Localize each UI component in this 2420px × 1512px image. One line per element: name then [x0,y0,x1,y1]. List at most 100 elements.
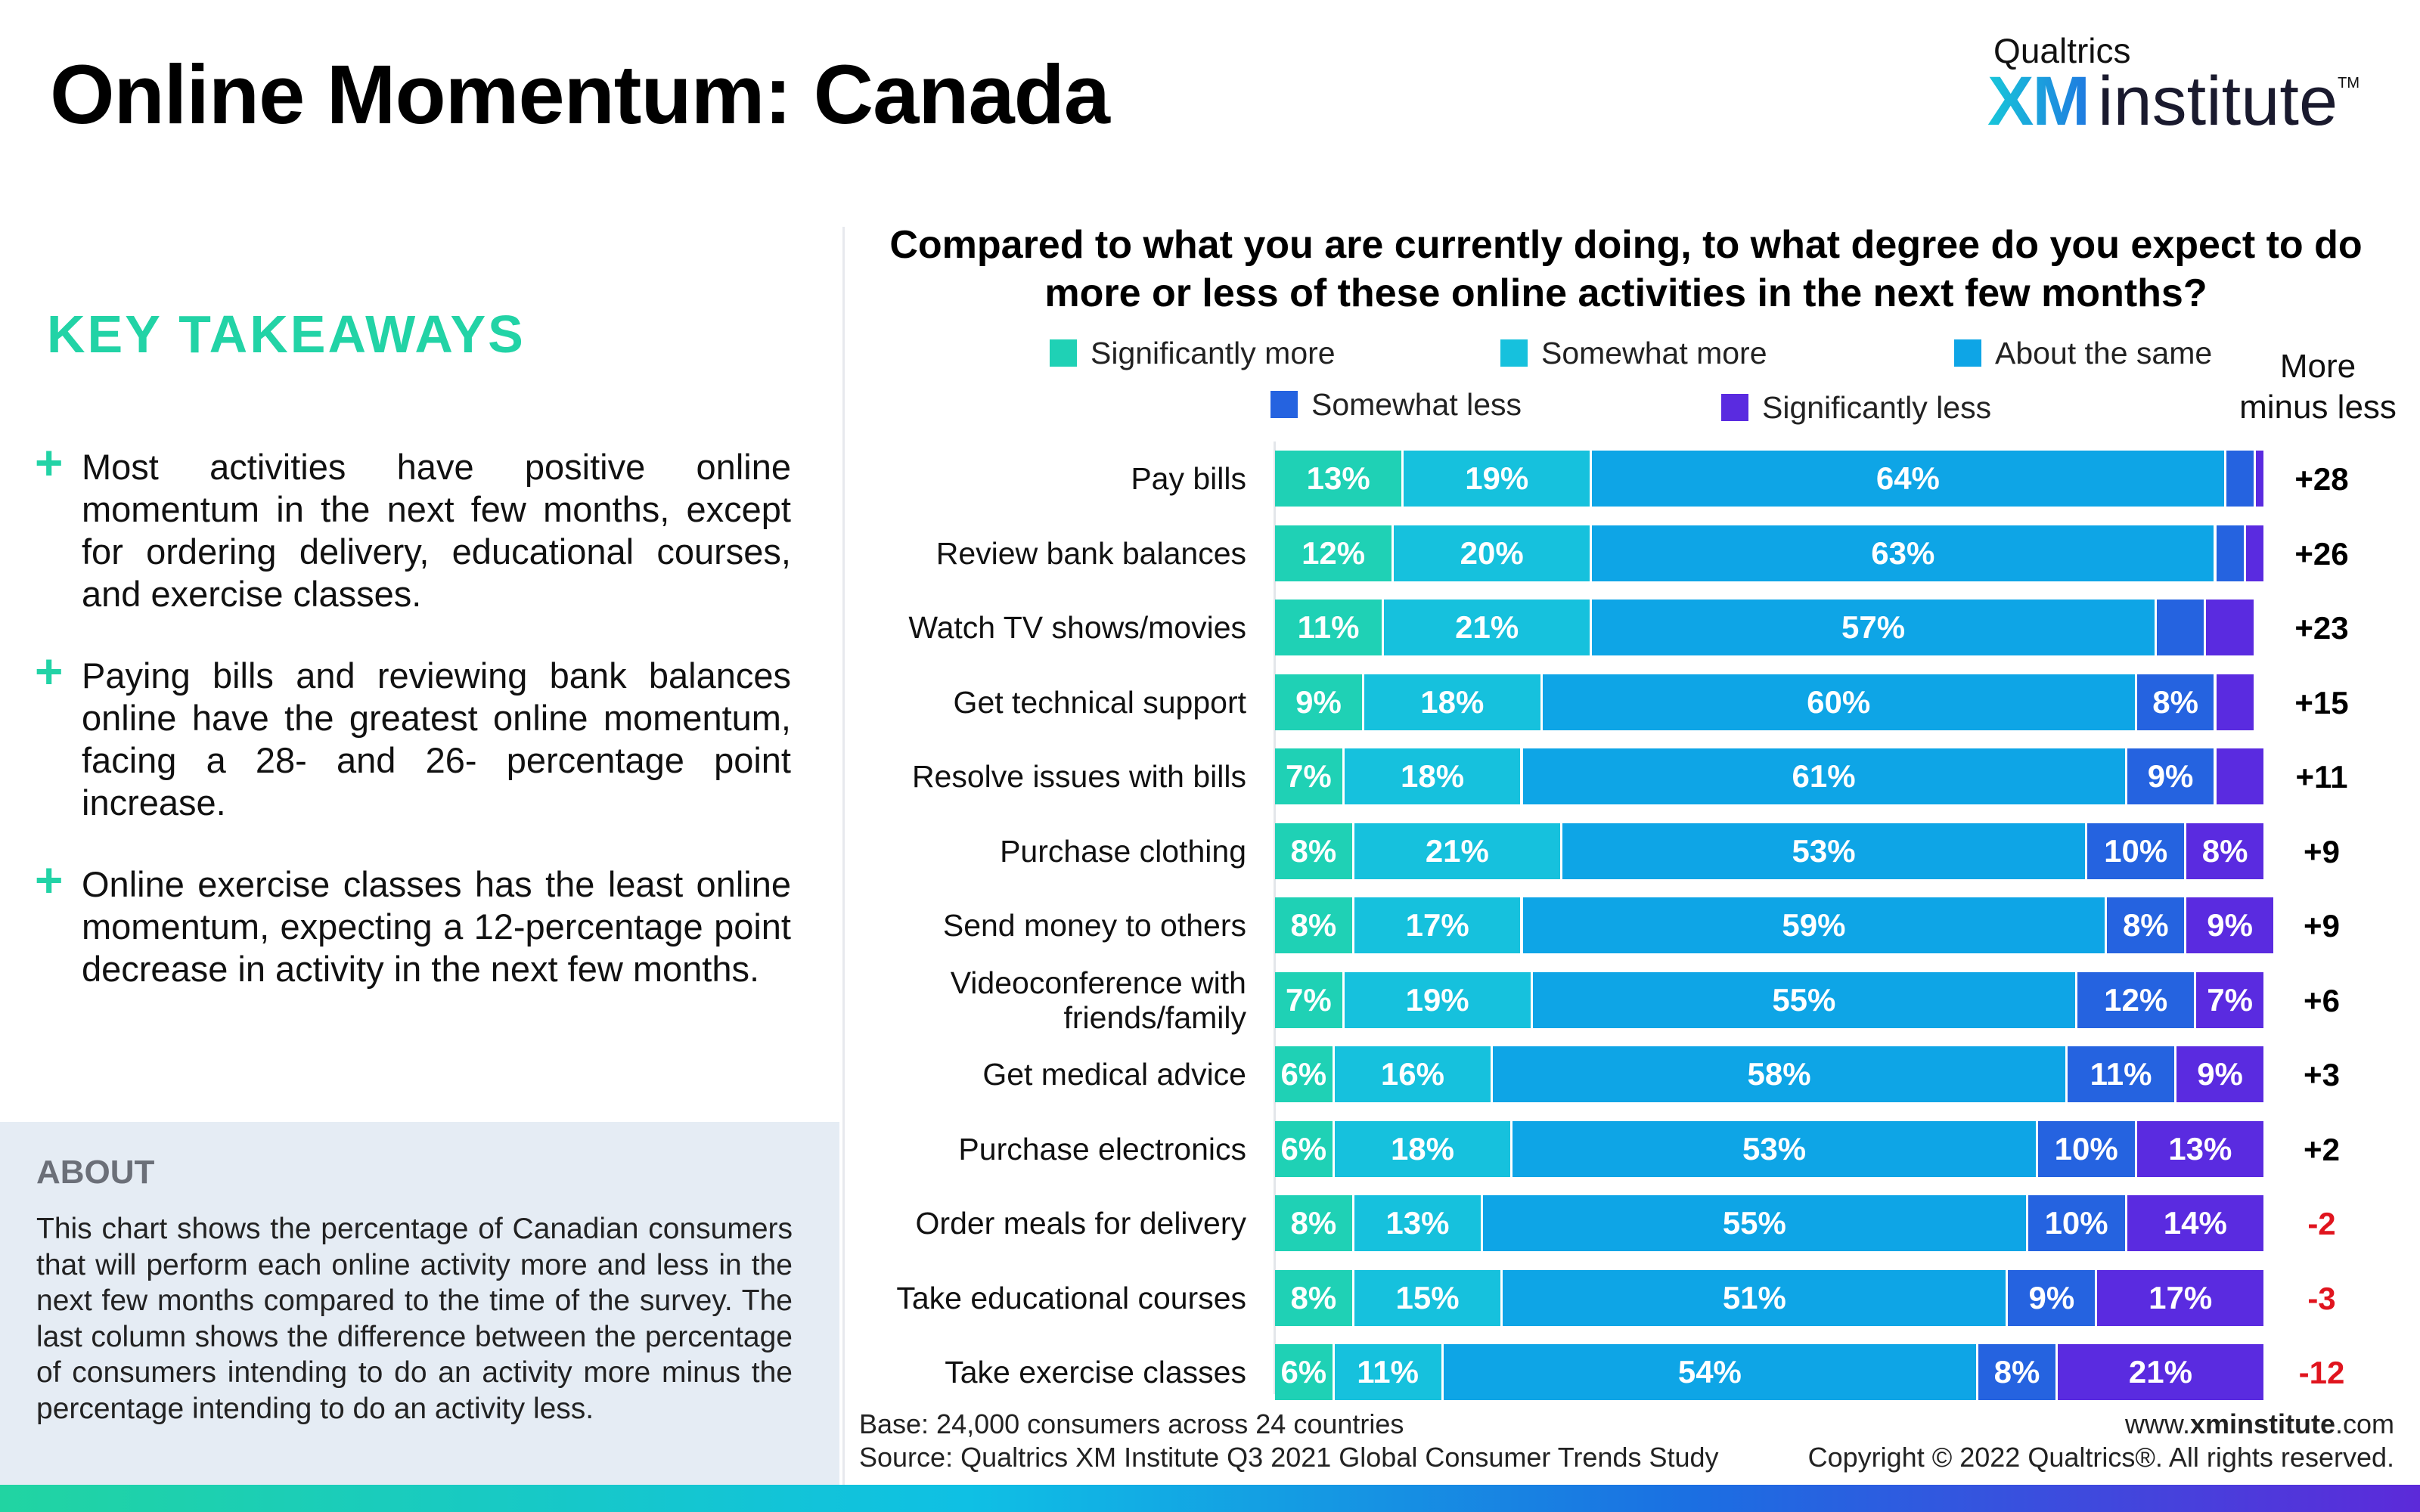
bar-segment: 9% [2176,1046,2263,1102]
bar-value-label: 17% [1405,907,1469,943]
bar-segment: 13% [1354,1195,1481,1251]
bar-value-label: 64% [1876,460,1940,496]
bar-segment: 53% [1512,1120,2036,1177]
bar-segment: 10% [2037,1120,2135,1177]
about-text: This chart shows the percentage of Canad… [36,1213,793,1425]
bar-segment: 19% [1404,451,1590,507]
legend-item-somewhat-less: Somewhat less [1270,387,1522,423]
legend-swatch [1500,339,1528,367]
bar-segment: 63% [1592,525,2214,581]
bar-segment [2245,525,2263,581]
row-label: Purchase electronics [958,1131,1246,1167]
bar-segment: 18% [1344,748,1521,804]
bar-value-label: 21% [1425,832,1489,869]
bar-segment: 18% [1364,674,1540,730]
row-label: Resolve issues with bills [911,759,1246,794]
bar-value-label: 17% [2149,1279,2213,1315]
brand-xm: XM [1987,63,2090,140]
bar-value-label: 20% [1460,534,1524,571]
brand-trademark: TM [2338,75,2360,91]
more-minus-less-value: +3 [2304,1057,2340,1092]
bar-segment [2216,674,2254,730]
bar-segment: 8% [1275,1269,1352,1326]
plus-icon: + [35,435,64,490]
bar-value-label: 11% [2090,1056,2152,1092]
bar-segment: 54% [1443,1344,1977,1400]
more-minus-less-value: +2 [2304,1131,2340,1167]
legend-item-about-the-same: About the same [1954,336,2212,371]
more-minus-less-value: +11 [2295,759,2348,795]
row-label: Get technical support [953,684,1246,720]
bar-value-label: 18% [1420,683,1485,720]
bar-value-label: 55% [1772,981,1836,1018]
bar-segment: 59% [1522,897,2105,953]
legend-item-significantly-more: Significantly more [1050,336,1336,371]
legend-swatch [1050,339,1077,367]
bar-value-label: 53% [1792,832,1856,869]
row-label: Take exercise classes [945,1355,1246,1390]
takeaway-text: Most activities have positive online mom… [82,447,791,614]
brand-qualtrics: Qualtrics [1993,31,2131,70]
bar-value-label: 8% [2201,832,2248,869]
row-label: Review bank balances [935,535,1246,571]
bar-value-label: 8% [2122,907,2169,943]
bar-value-label: 9% [2147,758,2194,794]
bar-value-label: 8% [1290,907,1337,943]
bar-segment: 6% [1275,1046,1333,1102]
more-minus-less-value: -3 [2307,1280,2336,1316]
bar-segment: 8% [2107,897,2185,953]
bar-value-label: 7% [1285,981,1332,1018]
takeaway-item: + Online exercise classes has the least … [35,856,791,990]
bar-value-label: 55% [1722,1205,1786,1241]
bar-segment [2216,748,2263,804]
brand-logo: Qualtrics XM instituteTM [1987,30,2360,136]
legend-item-significantly-less: Significantly less [1721,390,1991,426]
bar-value-label: 51% [1722,1279,1786,1315]
bar-segment: 15% [1354,1269,1501,1326]
bar-segment: 8% [2136,674,2214,730]
bar-segment: 20% [1394,525,1590,581]
bar-segment: 8% [2186,823,2263,879]
bar-value-label: 8% [1290,832,1337,869]
takeaway-item: + Paying bills and reviewing bank balanc… [35,647,791,824]
bar-segment: 11% [1275,600,1382,655]
bar-segment: 7% [1275,971,1342,1028]
bar-value-label: 10% [2044,1205,2108,1241]
bar-segment: 17% [1354,897,1521,953]
bar-value-label: 16% [1380,1056,1444,1092]
takeaway-text: Online exercise classes has the least on… [82,864,791,989]
more-minus-less-value: -2 [2307,1206,2336,1241]
more-minus-less-value: +28 [2294,461,2349,497]
website-link[interactable]: www.xminstitute.com [2124,1408,2394,1439]
takeaway-text: Paying bills and reviewing bank balances… [82,655,791,823]
bar-segment: 17% [2097,1269,2263,1326]
source-note: Source: Qualtrics XM Institute Q3 2021 G… [859,1442,1719,1473]
bar-value-label: 61% [1792,758,1856,794]
bar-segment: 60% [1542,674,2135,730]
bar-segment: 14% [2127,1195,2263,1251]
bar-value-label: 7% [2207,981,2253,1018]
bar-value-label: 21% [2128,1354,2192,1390]
bar-segment: 11% [1334,1344,1441,1400]
bar-value-label: 58% [1747,1056,1811,1092]
row-label: Order meals for delivery [915,1206,1246,1241]
bar-value-label: 8% [1290,1205,1337,1241]
bar-segment [2206,600,2254,655]
bar-segment: 10% [2028,1195,2125,1251]
bar-segment: 11% [2068,1046,2175,1102]
bar-segment [2216,525,2244,581]
bar-value-label: 19% [1465,460,1529,496]
bar-segment: 9% [2127,748,2214,804]
bar-value-label: 12% [1302,534,1366,571]
more-minus-less-value: +9 [2304,908,2340,943]
bar-value-label: 13% [1385,1205,1450,1241]
bar-segment: 6% [1275,1344,1333,1400]
bar-segment: 8% [1275,1195,1352,1251]
bar-value-label: 7% [1285,758,1332,794]
bar-segment [2226,451,2254,507]
plus-icon: + [35,853,64,907]
row-label: Send money to others [942,908,1246,943]
key-takeaways-heading: KEY TAKEAWAYS [47,305,526,364]
bar-segment: 21% [2057,1344,2263,1400]
bar-segment: 12% [2077,971,2195,1028]
